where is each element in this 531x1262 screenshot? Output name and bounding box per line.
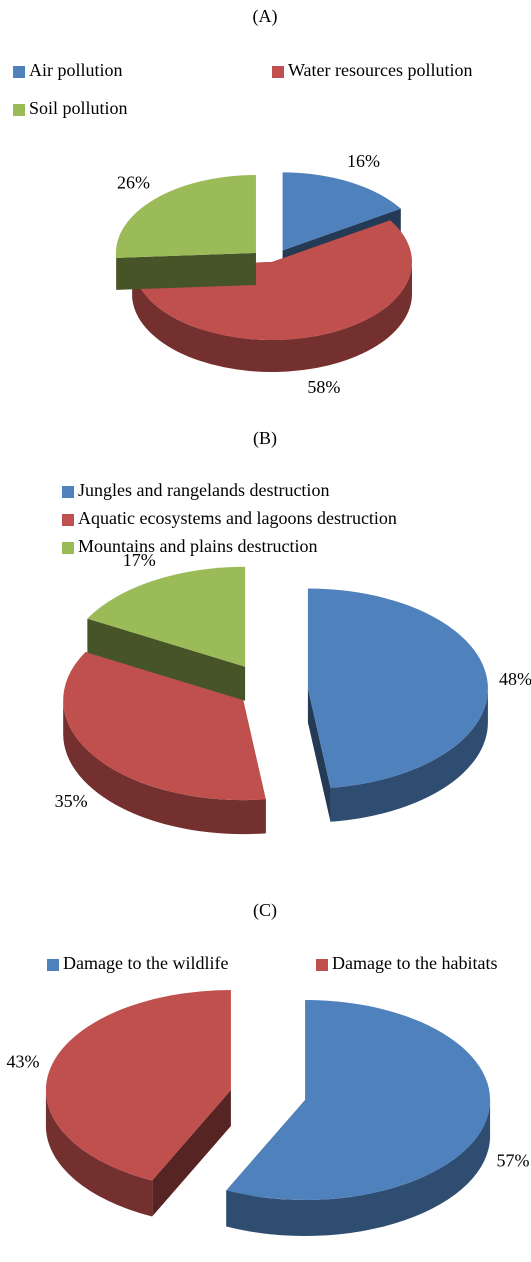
legend-swatch [47,959,59,971]
slice [282,172,401,251]
data-label: 57% [496,1151,529,1171]
legend-swatch [62,542,74,554]
slice-wall [87,618,246,701]
chart-title: (A) [253,6,278,27]
slice-side [63,700,266,835]
data-label: 43% [7,1052,40,1072]
slice-side [132,262,413,373]
legend-swatch [272,66,284,78]
slice-wall [152,1090,231,1217]
slice [307,588,488,788]
slice-wall [116,252,256,290]
legend-label: Damage to the wildlife [63,953,228,973]
legend-label: Soil pollution [29,98,128,118]
chart-title: (C) [253,900,277,921]
legend-label: Damage to the habitats [332,953,497,973]
slice [45,990,231,1181]
slice [115,174,256,258]
legend-label: Air pollution [29,60,123,80]
data-label: 17% [123,550,156,570]
legend-label: Water resources pollution [288,60,473,80]
legend-swatch [13,104,25,116]
slice-side [226,1099,491,1236]
data-label: 48% [499,669,531,689]
slice [87,566,246,667]
legend-swatch [13,66,25,78]
legend-swatch [62,486,74,498]
slice [226,999,491,1200]
slice-wall [307,688,331,822]
chart-title: (B) [253,428,277,449]
data-label: 26% [117,173,150,193]
slice [63,651,266,801]
data-label: 16% [347,151,380,171]
legend-label: Jungles and rangelands destruction [78,480,329,500]
legend-label: Aquatic ecosystems and lagoons destructi… [78,508,397,528]
data-label: 58% [307,377,340,397]
slice-side [45,1090,153,1217]
data-label: 35% [55,791,88,811]
slice-side [330,688,488,822]
slice [132,220,413,341]
legend-swatch [316,959,328,971]
legend-swatch [62,514,74,526]
legend-label: Mountains and plains destruction [78,536,317,556]
